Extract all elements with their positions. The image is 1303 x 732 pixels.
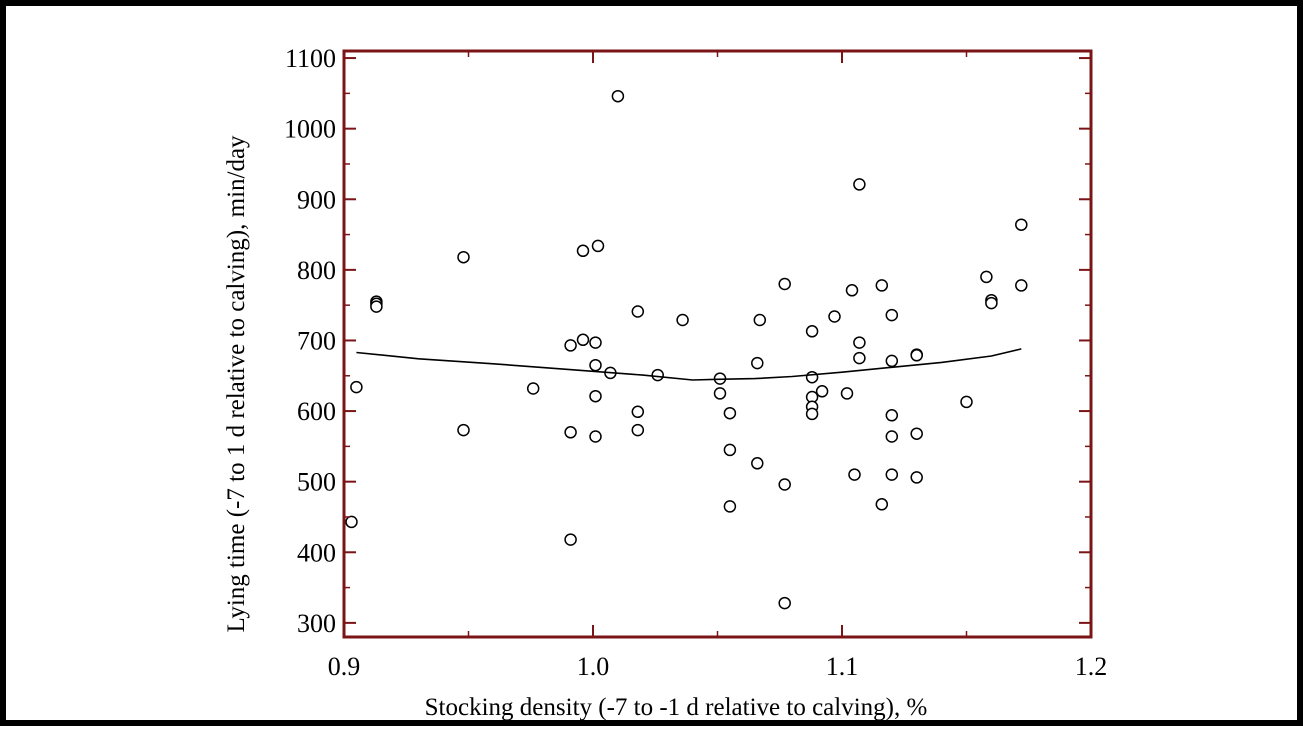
data-point — [985, 296, 998, 310]
x-tick-label: 1.0 — [577, 652, 610, 681]
data-point — [1015, 218, 1028, 231]
data-point — [631, 305, 645, 318]
x-tick-label: 1.2 — [1075, 652, 1108, 681]
data-point — [564, 533, 577, 546]
data-point — [345, 515, 358, 529]
y-tick-label: 1100 — [285, 44, 336, 73]
data-point — [651, 368, 664, 382]
data-point — [885, 430, 899, 443]
chart-marks — [345, 89, 1028, 610]
data-point — [910, 349, 923, 362]
x-tick-label: 1.1 — [826, 652, 859, 681]
data-point — [576, 333, 590, 347]
y-tick-label: 800 — [297, 256, 336, 285]
data-point — [828, 310, 841, 323]
x-tick-label: 0.9 — [328, 652, 361, 681]
data-point — [723, 406, 737, 420]
data-point — [805, 407, 819, 421]
data-point — [848, 468, 861, 481]
data-point — [631, 405, 645, 419]
data-point — [676, 313, 689, 327]
data-point — [845, 284, 859, 297]
y-axis-ticks: 300 400 500 600 700 800 900 1000 1100 — [284, 44, 1091, 638]
data-point — [875, 279, 889, 292]
data-point — [805, 370, 819, 384]
data-point — [853, 336, 866, 349]
trend-line — [356, 348, 1022, 381]
data-point — [591, 239, 605, 253]
y-tick-label: 600 — [297, 397, 336, 426]
data-point — [753, 313, 767, 327]
x-axis-title: Stocking density (-7 to -1 d relative to… — [425, 694, 928, 721]
y-axis-title: Lying time (-7 to 1 d relative to calvin… — [223, 135, 250, 633]
y-tick-label: 900 — [297, 185, 336, 214]
data-point — [751, 356, 764, 370]
data-point — [576, 244, 590, 258]
scatter-chart: 300 400 500 600 700 800 900 1000 1100 0.9 1.0 1.1 1… — [223, 44, 1108, 721]
data-point — [457, 250, 470, 264]
data-point — [875, 498, 889, 511]
data-point — [723, 500, 737, 513]
data-point — [589, 358, 602, 372]
data-point — [589, 336, 602, 349]
data-point — [840, 387, 854, 400]
data-point — [815, 385, 829, 398]
data-point — [778, 478, 791, 491]
data-point — [564, 339, 577, 352]
data-point — [564, 426, 577, 439]
data-point — [457, 423, 470, 437]
y-tick-label: 1000 — [284, 115, 336, 144]
data-point — [751, 457, 764, 470]
data-point — [631, 423, 645, 437]
data-point — [980, 270, 993, 284]
data-point — [589, 430, 602, 443]
y-tick-label: 700 — [297, 326, 336, 355]
data-point — [885, 468, 899, 481]
data-point — [885, 409, 899, 422]
data-point — [350, 380, 363, 394]
data-point — [611, 89, 625, 103]
data-point — [713, 387, 727, 400]
data-point — [885, 354, 899, 368]
data-point — [1015, 279, 1028, 292]
data-point — [589, 389, 602, 403]
data-point — [853, 351, 866, 365]
data-point — [805, 325, 819, 338]
y-tick-label: 500 — [297, 468, 336, 497]
y-tick-label: 400 — [297, 538, 336, 567]
data-point — [885, 308, 899, 322]
data-point — [778, 277, 791, 291]
data-point — [910, 471, 923, 484]
y-tick-label: 300 — [297, 609, 336, 638]
data-point — [960, 395, 973, 409]
data-point — [370, 300, 383, 313]
data-point — [910, 427, 923, 440]
data-point — [778, 596, 791, 610]
x-axis-ticks: 0.9 1.0 1.1 1.2 — [328, 51, 1108, 681]
data-point — [723, 443, 737, 457]
data-point — [853, 178, 866, 191]
data-point — [526, 382, 540, 395]
plot-area-frame — [342, 49, 1093, 639]
